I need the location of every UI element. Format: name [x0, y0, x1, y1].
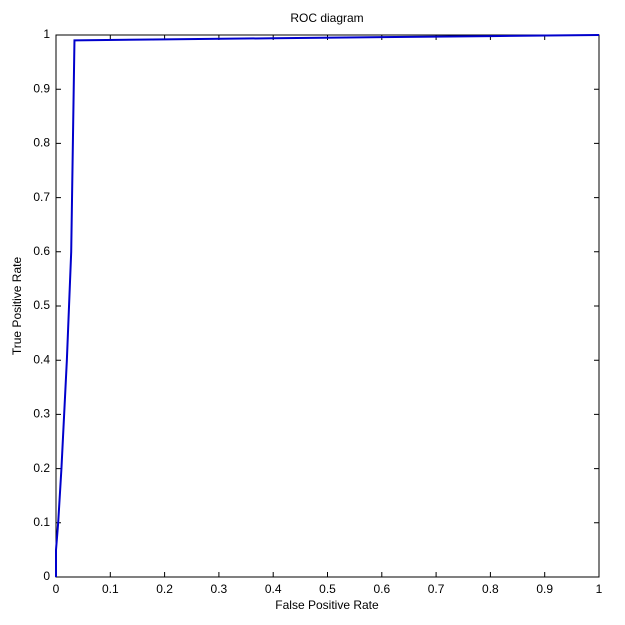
x-tick-label: 0.1 [102, 582, 119, 596]
y-tick-label: 0.9 [33, 81, 50, 95]
x-tick-label: 0.5 [319, 582, 336, 596]
roc-line [55, 34, 600, 577]
plot-box [55, 34, 600, 578]
x-tick-label: 0.2 [156, 582, 173, 596]
y-tick-label: 0.4 [33, 352, 50, 366]
y-tick-label: 0.6 [33, 244, 50, 258]
chart-title: ROC diagram [290, 11, 363, 25]
y-tick-label: 0.1 [33, 515, 50, 529]
y-tick-label: 0.5 [33, 298, 50, 312]
x-tick-label: 0.7 [428, 582, 445, 596]
x-tick-label: 0 [53, 582, 60, 596]
x-tick-label: 0.3 [211, 582, 228, 596]
y-axis-label: True Positive Rate [10, 257, 24, 356]
x-tick-label: 0.8 [482, 582, 499, 596]
y-tick-label: 0.7 [33, 190, 50, 204]
x-axis-label: False Positive Rate [275, 598, 379, 612]
x-tick-label: 0.9 [536, 582, 553, 596]
y-tick-label: 0.2 [33, 461, 50, 475]
x-tick-label: 0.6 [373, 582, 390, 596]
y-tick-label: 0.3 [33, 407, 50, 421]
y-tick-label: 1 [43, 27, 50, 41]
y-tick-label: 0.8 [33, 136, 50, 150]
y-tick-label: 0 [43, 569, 50, 583]
x-tick-label: 0.4 [265, 582, 282, 596]
x-tick-label: 1 [596, 582, 603, 596]
